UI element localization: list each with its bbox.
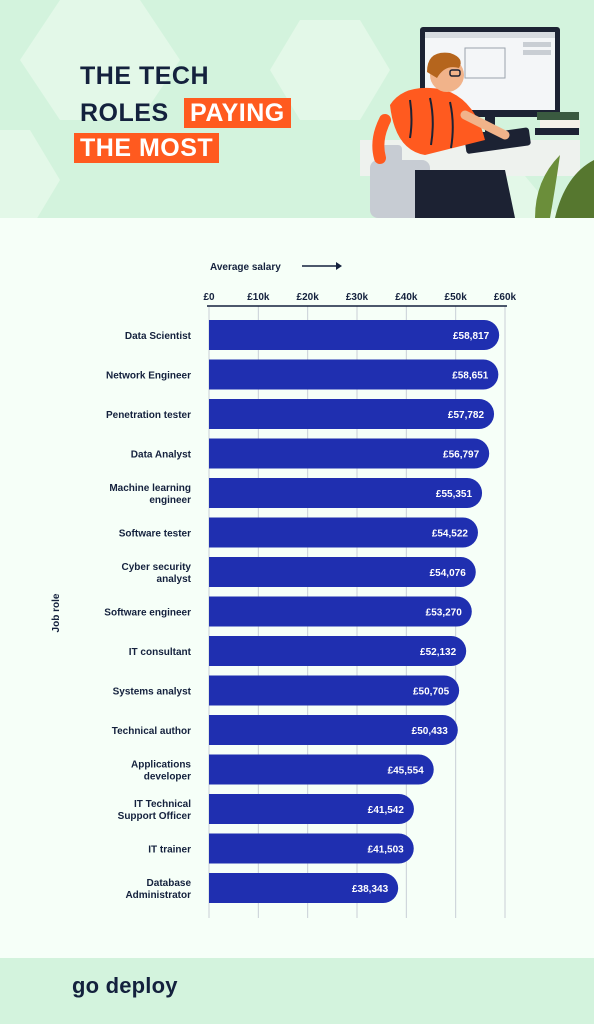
- title-line-2b: PAYING: [184, 98, 291, 128]
- category-label: Systems analyst: [113, 687, 192, 698]
- bar-left-edge: [209, 438, 225, 469]
- x-tick-label: £30k: [346, 292, 369, 303]
- bar-value-label: £52,132: [420, 647, 457, 658]
- bar: [209, 438, 490, 469]
- bar-left-edge: [209, 320, 225, 350]
- bar: [209, 833, 414, 864]
- bar-value-label: £41,503: [368, 845, 405, 856]
- bar-value-label: £53,270: [426, 608, 463, 619]
- bar-value-label: £58,651: [452, 371, 489, 382]
- bar: [209, 596, 472, 627]
- category-label: Software engineer: [104, 608, 191, 619]
- bar-left-edge: [209, 399, 225, 429]
- title-line-2a: ROLES: [80, 99, 169, 127]
- bar: [209, 517, 478, 548]
- bar-value-label: £50,705: [413, 687, 450, 698]
- category-label: Technical author: [112, 726, 191, 737]
- bar-left-edge: [209, 517, 225, 548]
- category-label: Data Scientist: [125, 331, 192, 342]
- category-label: Applications developer: [131, 760, 191, 783]
- bar: [209, 715, 458, 745]
- bar: [209, 557, 476, 587]
- bar-value-label: £41,542: [368, 805, 405, 816]
- x-tick-label: £20k: [297, 292, 320, 303]
- category-label: IT trainer: [148, 845, 191, 856]
- category-label: IT Technical Support Officer: [118, 799, 192, 822]
- bar: [209, 636, 467, 666]
- bar: [209, 873, 399, 903]
- bar-value-label: £50,433: [412, 726, 449, 737]
- bar-left-edge: [209, 794, 225, 824]
- bar-left-edge: [209, 754, 225, 785]
- bar-value-label: £54,522: [432, 529, 469, 540]
- category-label: Penetration tester: [106, 410, 191, 421]
- bar: [209, 478, 483, 508]
- bar-left-edge: [209, 873, 225, 903]
- x-tick-label: £0: [203, 292, 215, 303]
- category-label: Data Analyst: [131, 450, 192, 461]
- category-label: Cyber security analyst: [122, 562, 192, 585]
- bar-left-edge: [209, 833, 225, 864]
- x-tick-label: £40k: [395, 292, 418, 303]
- bar-value-label: £58,817: [453, 331, 490, 342]
- x-tick-label: £60k: [494, 292, 517, 303]
- x-axis-label: Average salary: [210, 262, 281, 273]
- y-axis-label: Job role: [51, 593, 62, 632]
- category-label: Machine learning engineer: [109, 483, 191, 506]
- salary-bar-chart: £0 £10k £20k £30k £40k £50k £60k £58,817 Data S…: [51, 262, 517, 918]
- x-tick-label: £10k: [247, 292, 270, 303]
- bar: [209, 359, 499, 390]
- bar-left-edge: [209, 478, 225, 508]
- title-line-1: THE TECH: [80, 62, 209, 90]
- bar-value-label: £38,343: [352, 884, 389, 895]
- bar-left-edge: [209, 715, 225, 745]
- bar-value-label: £45,554: [388, 766, 425, 777]
- bar-left-edge: [209, 596, 225, 627]
- go-deploy-logo: go deploy: [72, 973, 178, 998]
- bar: [209, 794, 414, 824]
- category-label: Database Administrator: [125, 878, 191, 901]
- bar: [209, 399, 495, 429]
- bar-left-edge: [209, 359, 225, 390]
- bar-value-label: £57,782: [448, 410, 485, 421]
- bar-value-label: £56,797: [443, 450, 480, 461]
- category-label: Network Engineer: [106, 371, 191, 382]
- category-label: Software tester: [119, 529, 191, 540]
- bar-value-label: £54,076: [430, 568, 467, 579]
- bar: [209, 320, 500, 350]
- bar-left-edge: [209, 557, 225, 587]
- bar-left-edge: [209, 675, 225, 706]
- arrow-right-icon: [302, 262, 342, 270]
- person-at-desk-illustration: [360, 27, 594, 218]
- title-line-3: THE MOST: [74, 133, 220, 163]
- x-tick-label: £50k: [445, 292, 468, 303]
- bar: [209, 675, 460, 706]
- bars: £58,817 Data Scientist £58,651 Network Engi…: [104, 320, 500, 903]
- category-label: IT consultant: [129, 647, 192, 658]
- bar-value-label: £55,351: [436, 489, 473, 500]
- bar: [209, 754, 434, 785]
- bar-left-edge: [209, 636, 225, 666]
